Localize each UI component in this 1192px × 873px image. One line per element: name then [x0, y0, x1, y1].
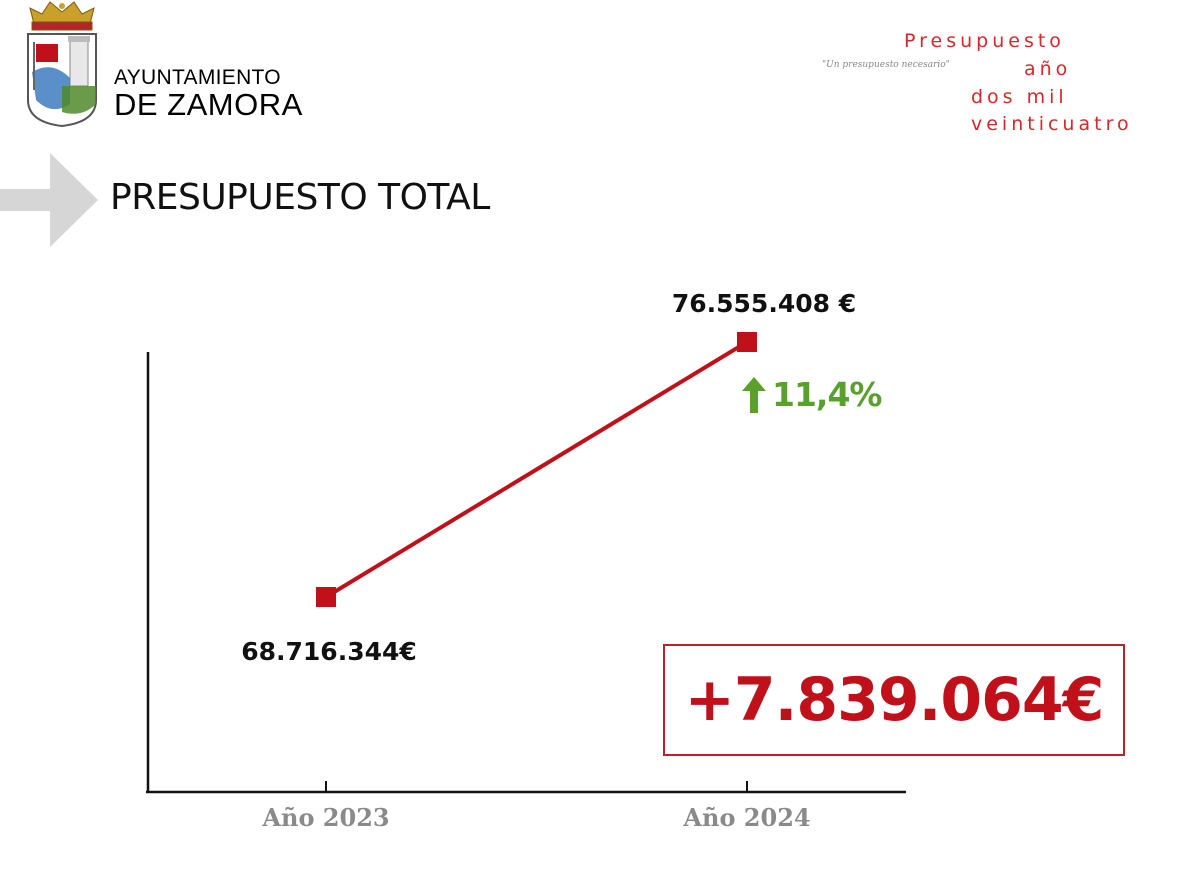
absolute-change-box: +7.839.064€ — [663, 644, 1125, 756]
budget-heading-line3: dos mil — [971, 86, 1068, 108]
budget-heading-line2: año — [1024, 58, 1072, 80]
data-label-1: 68.716.344€ — [241, 637, 417, 666]
budget-heading-line1: Presupuesto — [904, 30, 1065, 52]
organization-name-line1: AYUNTAMIENTO — [114, 66, 281, 89]
absolute-change-label: +7.839.064€ — [684, 665, 1105, 735]
page-title: PRESUPUESTO TOTAL — [110, 177, 490, 218]
data-point-1 — [316, 587, 336, 607]
budget-heading-line4: veinticuatro — [971, 113, 1133, 135]
data-label-2: 76.555.408 € — [672, 289, 856, 318]
organization-name: AYUNTAMIENTO DE ZAMORA — [114, 66, 303, 120]
organization-name-line2: DE ZAMORA — [114, 87, 303, 122]
budget-motto: "Un presupuesto necesario" — [822, 60, 950, 70]
x-tick-label-2: Año 2024 — [682, 803, 810, 832]
x-tick-label-1: Año 2023 — [261, 803, 389, 832]
data-point-2 — [737, 332, 757, 352]
series-line — [324, 340, 749, 599]
percent-change-label: 11,4% — [772, 375, 882, 414]
coat-of-arms-logo — [27, 1, 97, 128]
percent-change-indicator: 11,4% — [742, 375, 882, 414]
up-arrow-icon — [742, 376, 766, 413]
section-arrow-icon — [0, 153, 98, 247]
